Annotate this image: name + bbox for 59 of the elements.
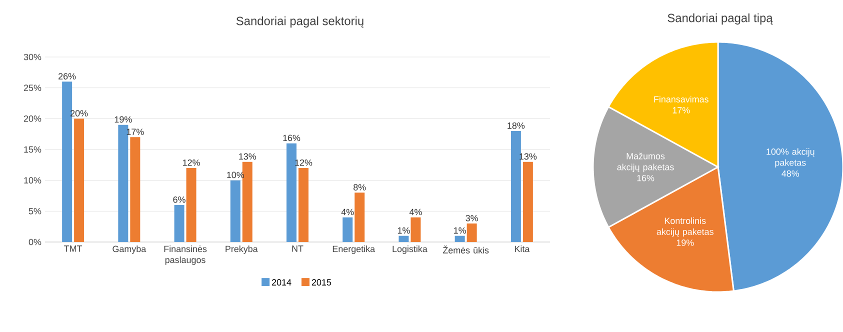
bar [298,168,308,242]
bar [522,162,533,242]
bar [354,192,365,242]
bar [130,137,140,242]
x-tick-label: Prekyba [226,246,258,254]
legend-label: 2015 [312,279,332,286]
bar [230,180,240,242]
bar [454,236,465,242]
y-tick-label: 0% [28,238,42,246]
slice-label: Mažumos akcijų paketas [617,152,674,172]
bar [174,205,184,242]
bar [286,143,297,242]
data-label: 13% [239,153,256,160]
data-label: 1% [454,227,466,234]
slice-label: Finansavimas [654,96,708,102]
data-label: 12% [182,159,200,166]
data-label: 26% [58,73,76,80]
bar [118,124,128,242]
bar [62,82,72,242]
x-tick-label: TMT [64,246,82,252]
bar [342,217,353,242]
bar [410,217,421,242]
data-label: 17% [672,107,690,114]
data-label: 6% [173,196,186,203]
data-label: 4% [341,208,354,216]
x-tick-label: Finansinės paslaugos [164,246,207,265]
legend-label: 2014 [272,279,292,286]
x-tick-label: Energetika [332,246,376,254]
chart-title: Sandoriai pagal tipą [668,13,773,25]
y-tick-label: 20% [24,115,42,122]
x-tick-label: Logistika [392,246,428,254]
data-label: 48% [782,170,800,177]
x-tick-label: Žemės ūkis [442,246,489,254]
bar [510,131,521,242]
data-label: 16% [637,174,654,182]
data-label: 16% [283,134,300,142]
data-label: 4% [409,208,422,216]
slice-label: Kontrolinis akcijų paketas [656,217,714,237]
chart-title: Sandoriai pagal sektorių [236,16,364,28]
y-tick-label: 25% [24,84,42,92]
data-label: 3% [466,214,478,222]
bar [242,162,252,242]
bar [466,224,477,242]
data-label: 18% [508,122,525,129]
data-label: 19% [114,116,132,123]
bar [74,118,84,242]
x-tick-label: Kita [514,246,530,252]
data-label: 19% [676,240,694,246]
x-tick-label: Gamyba [112,246,146,254]
bar [186,168,196,242]
slice-label: 100% akcijų paketas [766,148,814,168]
y-tick-label: 15% [24,146,42,153]
bar [398,236,409,242]
data-label: 1% [398,227,410,234]
y-tick-label: 5% [28,208,42,214]
y-tick-label: 10% [24,177,42,184]
data-label: 8% [354,184,366,190]
y-tick-label: 30% [24,54,42,60]
x-tick-label: NT [292,246,304,252]
